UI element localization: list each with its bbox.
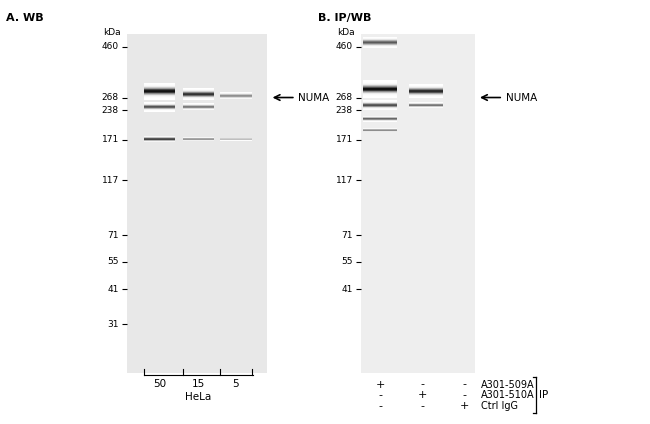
Text: 41: 41 [342, 285, 353, 294]
Text: 50: 50 [153, 379, 166, 390]
Text: 31: 31 [107, 320, 119, 329]
Text: 55: 55 [341, 257, 353, 266]
Text: B. IP/WB: B. IP/WB [318, 13, 372, 23]
Text: 71: 71 [107, 231, 119, 240]
Text: HeLa: HeLa [185, 392, 211, 402]
Text: 71: 71 [341, 231, 353, 240]
Text: kDa: kDa [337, 28, 354, 36]
Text: A301-510A: A301-510A [481, 390, 534, 400]
Text: 5: 5 [233, 379, 239, 390]
Bar [361, 34, 474, 373]
Text: -: - [378, 401, 382, 411]
Text: Ctrl IgG: Ctrl IgG [481, 401, 518, 411]
Text: NUMA: NUMA [298, 92, 329, 103]
Text: NUMA: NUMA [506, 92, 537, 103]
Text: -: - [421, 401, 424, 411]
Text: -: - [463, 379, 467, 390]
Text: 55: 55 [107, 257, 119, 266]
Text: 41: 41 [108, 285, 119, 294]
Text: -: - [378, 390, 382, 400]
Text: kDa: kDa [103, 28, 120, 36]
Bar [127, 34, 266, 373]
Text: 15: 15 [192, 379, 205, 390]
Text: A301-509A: A301-509A [481, 379, 534, 390]
Text: 117: 117 [335, 176, 353, 185]
Text: 460: 460 [336, 42, 353, 51]
Text: -: - [463, 390, 467, 400]
Text: 238: 238 [336, 106, 353, 115]
Text: +: + [460, 401, 469, 411]
Text: A. WB: A. WB [6, 13, 44, 23]
Text: 117: 117 [101, 176, 119, 185]
Text: 460: 460 [102, 42, 119, 51]
Text: IP: IP [540, 390, 549, 400]
Text: +: + [418, 390, 427, 400]
Text: 171: 171 [101, 135, 119, 145]
Text: +: + [376, 379, 385, 390]
Text: 238: 238 [102, 106, 119, 115]
Text: -: - [421, 379, 424, 390]
Text: 171: 171 [335, 135, 353, 145]
Text: 268: 268 [336, 93, 353, 102]
Text: 268: 268 [102, 93, 119, 102]
